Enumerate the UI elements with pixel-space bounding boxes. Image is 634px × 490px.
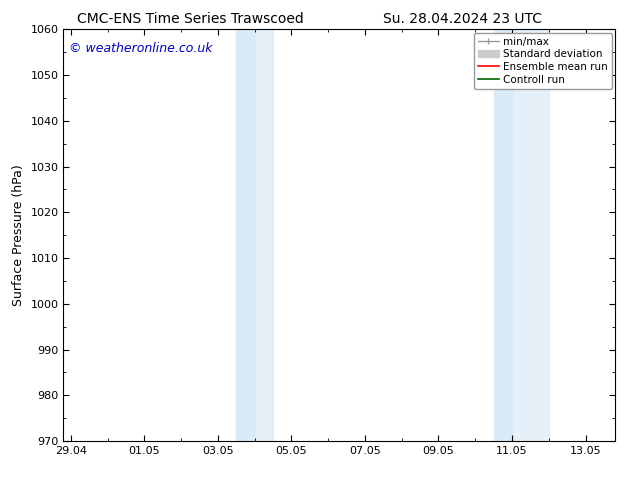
Bar: [255, 29, 273, 441]
Legend: min/max, Standard deviation, Ensemble mean run, Controll run: min/max, Standard deviation, Ensemble me…: [474, 32, 612, 89]
Y-axis label: Surface Pressure (hPa): Surface Pressure (hPa): [12, 164, 25, 306]
Bar: [512, 29, 549, 441]
Bar: [236, 29, 255, 441]
Text: © weatheronline.co.uk: © weatheronline.co.uk: [69, 42, 212, 55]
Text: CMC-ENS Time Series Trawscoed: CMC-ENS Time Series Trawscoed: [77, 12, 304, 26]
Bar: [494, 29, 512, 441]
Text: Su. 28.04.2024 23 UTC: Su. 28.04.2024 23 UTC: [384, 12, 542, 26]
